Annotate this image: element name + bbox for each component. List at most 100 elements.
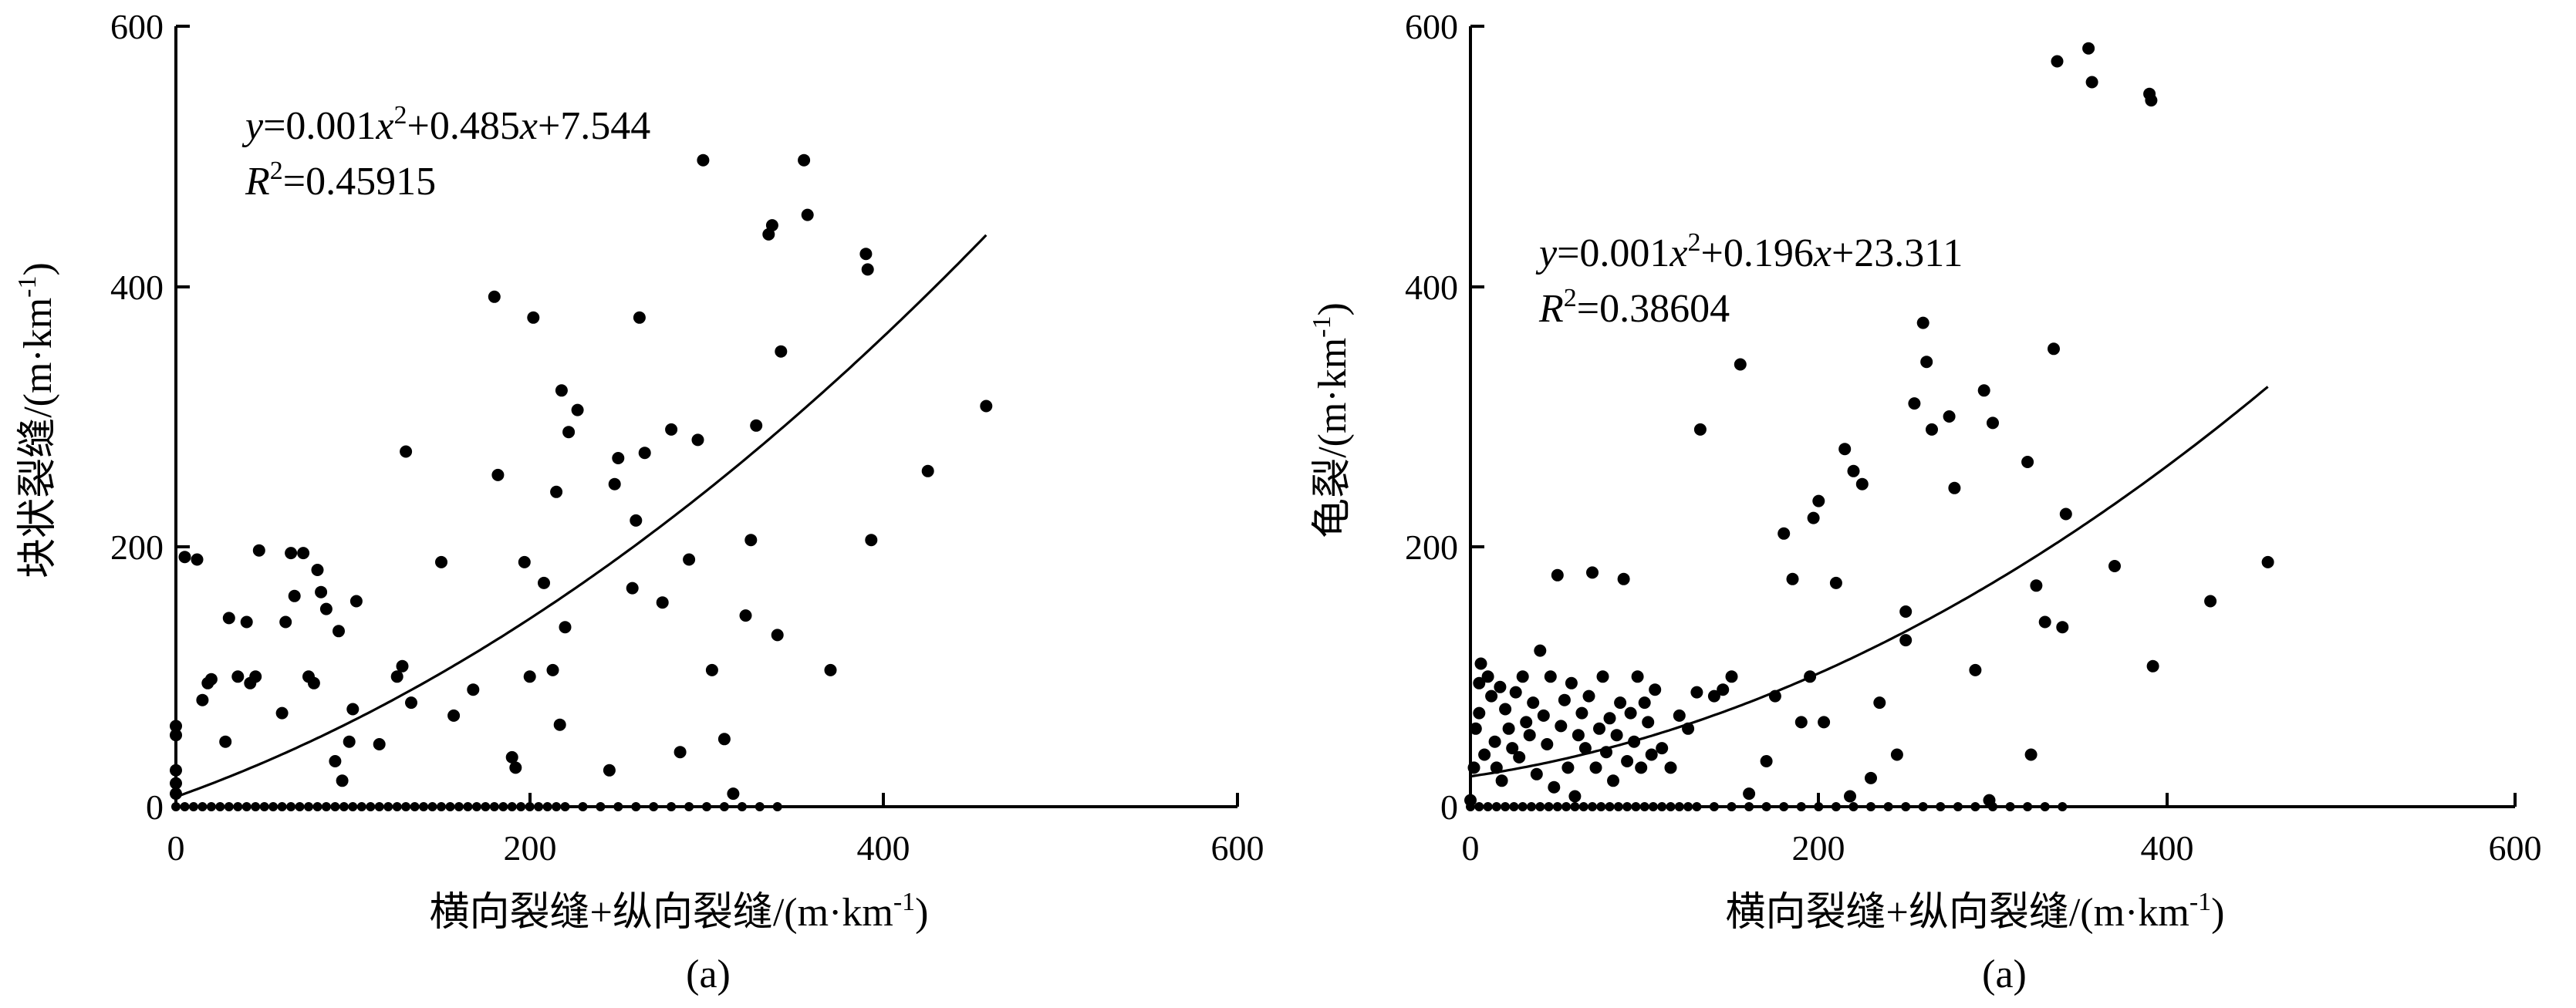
data-point (1572, 729, 1585, 742)
data-point (396, 659, 409, 673)
data-point (2059, 507, 2072, 521)
data-point (771, 629, 784, 642)
data-point (1537, 709, 1550, 722)
data-point (405, 696, 417, 710)
data-point (1603, 712, 1616, 725)
data-point (1600, 746, 1612, 759)
data-point (1804, 670, 1817, 683)
data-point (2145, 94, 2158, 107)
data-point (1617, 572, 1630, 585)
data-point (467, 683, 480, 696)
data-point (1555, 720, 1568, 733)
data-point (1474, 657, 1487, 670)
data-point (279, 615, 292, 629)
data-point (638, 447, 651, 460)
y-tick-label: 600 (110, 7, 164, 46)
data-point (546, 663, 559, 676)
data-point (1596, 670, 1609, 683)
data-point (1645, 748, 1658, 761)
data-point (1987, 416, 1999, 430)
data-point (1575, 706, 1588, 720)
data-point (1494, 680, 1507, 693)
data-point (765, 219, 778, 232)
regression-equation: y=0.001x2+0.196x+23.311 (1535, 228, 1963, 275)
data-point (1943, 410, 1956, 423)
data-point (349, 595, 363, 608)
data-point (683, 553, 696, 566)
data-point (1488, 735, 1501, 748)
data-point (400, 445, 413, 458)
chart-panel-right: 0 200 400 600 0 200 400 600 y=0.001x2+0.… (1308, 7, 2542, 996)
data-point (1717, 683, 1730, 696)
data-point (505, 750, 518, 764)
data-point (1642, 716, 1655, 729)
data-point (1473, 706, 1486, 720)
data-point (2146, 659, 2159, 673)
data-point (346, 703, 360, 716)
data-point (1855, 477, 1869, 491)
data-point (1568, 790, 1582, 803)
y-tick-label: 200 (1405, 528, 1458, 567)
data-point (608, 477, 621, 491)
data-point (527, 311, 540, 324)
data-point (315, 585, 328, 598)
data-point (307, 676, 320, 689)
data-point (288, 589, 301, 602)
data-point (1693, 423, 1707, 436)
data-point (555, 384, 568, 397)
data-point (630, 514, 643, 527)
data-point (1565, 676, 1578, 689)
data-point (1916, 316, 1929, 329)
x-tick-label: 200 (504, 828, 557, 868)
data-point (674, 746, 687, 759)
data-point (2108, 560, 2121, 572)
regression-curve (175, 234, 988, 798)
data-point (2082, 42, 2095, 55)
data-point (865, 534, 878, 547)
data-point (240, 615, 253, 629)
data-point (231, 670, 245, 683)
data-point (1899, 634, 1913, 647)
panel-subtitle: (a) (686, 952, 731, 996)
data-point (1628, 735, 1641, 748)
y-tick-label: 0 (146, 787, 164, 827)
data-point (691, 433, 704, 447)
data-point (319, 602, 333, 615)
data-point (1527, 696, 1540, 710)
data-point (509, 761, 522, 774)
data-point (2024, 748, 2038, 761)
data-point (1481, 670, 1494, 683)
r-squared: R2=0.38604 (1538, 284, 1730, 331)
data-point (1778, 527, 1791, 540)
data-point (1812, 494, 1825, 507)
data-point (538, 576, 550, 589)
data-point (798, 153, 811, 167)
data-point (2261, 555, 2274, 568)
data-point (196, 693, 209, 706)
data-point (1673, 709, 1686, 722)
data-point (1589, 761, 1602, 774)
data-point (1551, 568, 1564, 582)
data-point (1495, 774, 1508, 787)
data-point (1734, 358, 1747, 371)
data-point (1908, 397, 1921, 410)
data-point (559, 621, 572, 634)
data-point (1509, 686, 1522, 699)
data-point (1969, 663, 1982, 676)
data-point (1690, 686, 1703, 699)
data-point (252, 544, 265, 557)
data-point (2204, 595, 2217, 608)
data-point (633, 311, 646, 324)
data-point (2056, 621, 2069, 634)
data-point (275, 706, 289, 720)
data-point (1558, 693, 1571, 706)
data-point (1638, 696, 1651, 710)
data-point (727, 787, 740, 801)
data-point (1847, 464, 1860, 477)
data-point (1977, 384, 1990, 397)
data-point (824, 663, 837, 676)
data-point (447, 709, 461, 722)
data-point (1586, 566, 1599, 579)
y-tick-label: 400 (110, 268, 164, 307)
